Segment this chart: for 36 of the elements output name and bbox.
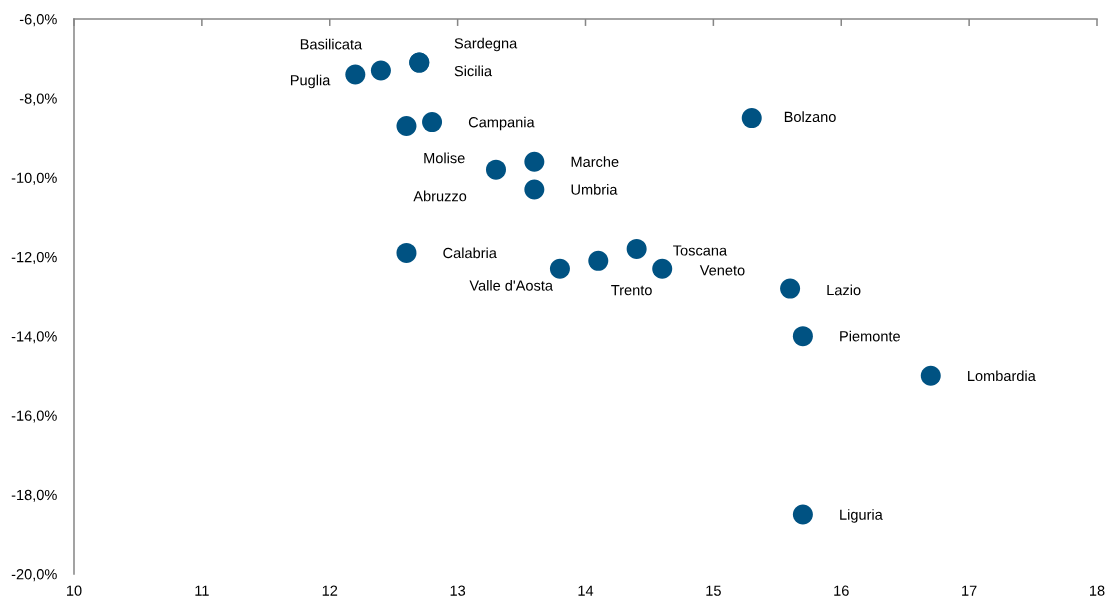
annotation: Lombardia bbox=[968, 370, 1036, 382]
annotation: Veneto bbox=[699, 265, 745, 276]
x-tick-label: 16 bbox=[834, 585, 849, 596]
x-tick-label: 14 bbox=[578, 585, 594, 596]
x-tick-label: 10 bbox=[67, 585, 82, 596]
x-tick-label: 15 bbox=[706, 585, 721, 596]
annotation: Abruzzo bbox=[413, 190, 467, 202]
annotation: Lazio bbox=[827, 284, 861, 296]
y-tick-label: -14,0% bbox=[11, 331, 57, 344]
y-tick-label: -6,0% bbox=[19, 14, 57, 27]
annotation: Liguria bbox=[840, 509, 883, 523]
annotation: Sardegna bbox=[454, 37, 518, 52]
x-tick-label: 12 bbox=[322, 585, 338, 596]
x-tick-label: 13 bbox=[450, 585, 466, 596]
y-tick-label: -12,0% bbox=[11, 251, 57, 265]
x-tick-label: 17 bbox=[962, 585, 977, 596]
annotation: Valle d'Aosta bbox=[469, 280, 553, 291]
x-tick-label: 18 bbox=[1090, 585, 1105, 596]
annotation: Sicilia bbox=[454, 65, 493, 77]
annotation: Marche bbox=[571, 156, 619, 168]
annotation: Puglia bbox=[290, 74, 331, 89]
y-tick-label: -20,0% bbox=[11, 569, 57, 582]
annotation: Trento bbox=[611, 285, 652, 296]
annotation: Piemonte bbox=[840, 330, 900, 342]
annotation: Basilicata bbox=[300, 38, 363, 50]
annotation: Molise bbox=[424, 152, 465, 164]
annotation: Umbria bbox=[571, 184, 618, 195]
annotation: Calabria bbox=[443, 247, 497, 259]
y-tick-label: -10,0% bbox=[11, 172, 57, 185]
y-tick-label: -16,0% bbox=[11, 410, 57, 423]
y-tick-label: -8,0% bbox=[19, 93, 57, 106]
annotation: Toscana bbox=[673, 245, 728, 256]
annotation: Bolzano bbox=[784, 111, 836, 123]
x-tick-label: 11 bbox=[195, 585, 209, 596]
annotation: Campania bbox=[468, 116, 535, 131]
y-tick-label: -18,0% bbox=[11, 489, 57, 502]
